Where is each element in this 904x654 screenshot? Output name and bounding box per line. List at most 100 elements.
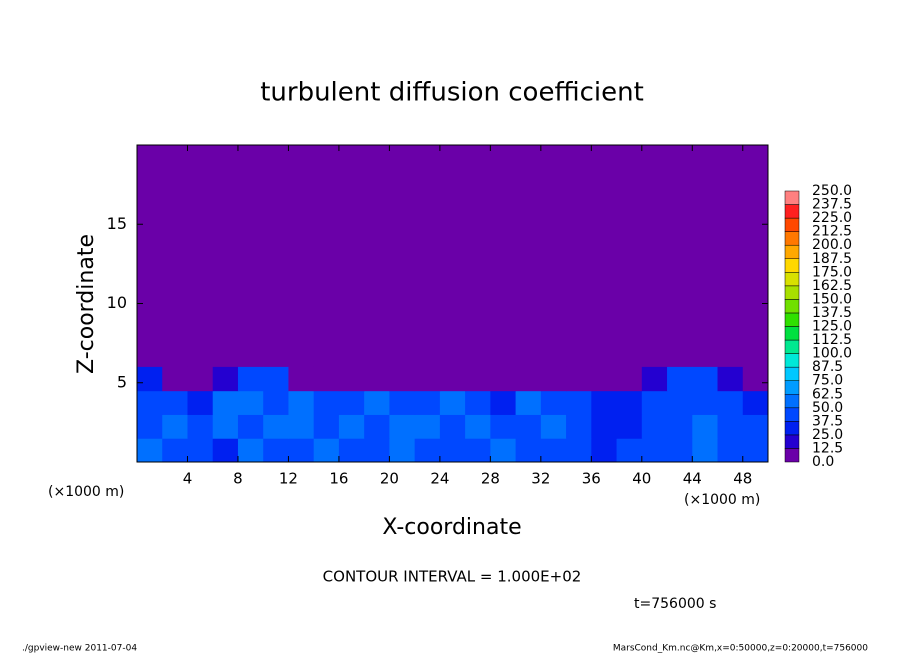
field-cell — [338, 366, 365, 392]
x-unit: (×1000 m) — [48, 484, 124, 500]
field-cell — [137, 390, 163, 415]
x-tick-label: 24 — [430, 470, 449, 488]
field-cell — [288, 366, 315, 392]
field-cell — [540, 414, 567, 439]
field-cell — [237, 438, 264, 463]
field-cell — [667, 390, 693, 415]
colorbar-band — [784, 190, 800, 205]
field-cell — [137, 414, 163, 439]
colorbar-label: 75.0 — [812, 373, 843, 389]
field-cell — [465, 390, 491, 415]
field-cell — [591, 414, 618, 439]
field-cell — [162, 414, 188, 439]
field-cell — [187, 414, 214, 439]
field-cell — [717, 366, 744, 392]
colorbar-label: 200.0 — [812, 237, 852, 253]
field-cell — [667, 414, 693, 439]
x-tick-label: 32 — [531, 470, 550, 488]
field-cell — [313, 366, 340, 392]
field-cell — [364, 366, 390, 392]
field-cell — [313, 438, 340, 463]
field-cell — [237, 390, 264, 415]
field-cell — [692, 438, 719, 463]
colorbar-band — [784, 326, 800, 341]
field-cell — [566, 390, 592, 415]
field-cell — [641, 366, 668, 392]
field-cell — [439, 414, 466, 439]
colorbar-band — [784, 312, 800, 327]
field-cell — [414, 414, 441, 439]
chart-title: turbulent diffusion coefficient — [260, 78, 644, 108]
field-cell — [641, 414, 668, 439]
field-cell — [742, 414, 769, 439]
colorbar-label: 250.0 — [812, 183, 852, 199]
field-cell — [212, 414, 239, 439]
field-cell — [237, 414, 264, 439]
field-cell — [591, 366, 618, 392]
field-cell — [212, 390, 239, 415]
colorbar-band — [784, 285, 800, 300]
field-cell — [439, 438, 466, 463]
field-cell — [288, 414, 315, 439]
field-cell — [692, 390, 719, 415]
colorbar-band — [784, 339, 800, 354]
field-cell — [263, 438, 289, 463]
colorbar-band — [784, 448, 800, 463]
field-cell — [137, 366, 163, 392]
colorbar-band — [784, 272, 800, 287]
x-tick-label: 4 — [183, 470, 193, 488]
field-cell — [263, 390, 289, 415]
field-cell — [439, 390, 466, 415]
x-tick-label: 16 — [329, 470, 348, 488]
field-cell — [616, 366, 643, 392]
field-cell — [641, 438, 668, 463]
field-cell — [364, 414, 390, 439]
colorbar-label: 25.0 — [812, 427, 843, 443]
field-cell — [137, 438, 163, 463]
colorbar-band — [784, 231, 800, 246]
x-tick-label: 20 — [380, 470, 399, 488]
x-tick-label: 8 — [233, 470, 243, 488]
field-cell — [490, 414, 517, 439]
field-cell — [566, 366, 592, 392]
time-note: t=756000 s — [634, 596, 716, 612]
colorbar-label: 12.5 — [812, 440, 843, 456]
field-cell — [692, 366, 719, 392]
colorbar-band — [784, 421, 800, 436]
field-cell — [515, 438, 542, 463]
field-cell — [162, 366, 188, 392]
field-cell — [439, 366, 466, 392]
field-cell — [591, 390, 618, 415]
y-axis-label: Z-coordinate — [74, 234, 99, 374]
field-cell — [515, 390, 542, 415]
field-cell — [616, 414, 643, 439]
colorbar-band — [784, 434, 800, 449]
field-cell — [616, 438, 643, 463]
colorbar-band — [784, 299, 800, 314]
colorbar-band — [784, 217, 800, 232]
y-tick-label: 15 — [107, 214, 127, 233]
field-cell — [414, 366, 441, 392]
field-cell — [616, 390, 643, 415]
y-tick-label: 5 — [117, 372, 127, 391]
field-cell — [465, 414, 491, 439]
contour-note: CONTOUR INTERVAL = 1.000E+02 — [323, 568, 582, 586]
field-cell — [540, 366, 567, 392]
colorbar-band — [784, 353, 800, 368]
colorbar-band — [784, 366, 800, 381]
field-cell — [490, 390, 517, 415]
field-cell — [414, 438, 441, 463]
field-cell — [313, 390, 340, 415]
x-tick-label: 12 — [279, 470, 298, 488]
field-cell — [263, 366, 289, 392]
field-cell — [465, 366, 491, 392]
x-tick-label: 48 — [733, 470, 752, 488]
field-cell — [742, 438, 769, 463]
colorbar-label: 87.5 — [812, 359, 843, 375]
field-cell — [237, 366, 264, 392]
field-cell — [288, 390, 315, 415]
colorbar-label: 112.5 — [812, 332, 852, 348]
field-cell — [667, 366, 693, 392]
x-tick-label: 44 — [683, 470, 702, 488]
